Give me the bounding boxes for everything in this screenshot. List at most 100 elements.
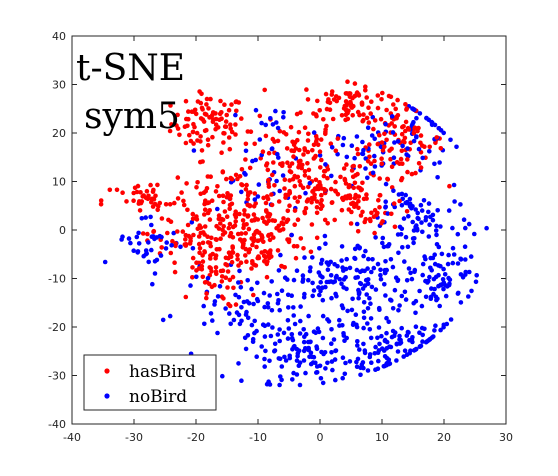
point-hasbird <box>236 263 241 268</box>
point-nobird <box>286 326 292 331</box>
point-hasbird <box>332 217 338 223</box>
point-hasbird <box>315 142 321 148</box>
point-hasbird <box>372 207 378 213</box>
point-hasbird <box>246 190 251 195</box>
point-hasbird <box>145 196 151 202</box>
point-hasbird <box>400 124 405 130</box>
point-hasbird <box>206 281 212 287</box>
point-nobird <box>461 217 467 222</box>
point-nobird <box>337 317 342 323</box>
point-nobird <box>445 261 451 267</box>
point-hasbird <box>345 79 350 84</box>
point-hasbird <box>230 274 236 280</box>
point-nobird <box>275 125 281 131</box>
y-tick-label: -10 <box>48 273 66 286</box>
point-nobird <box>355 275 361 280</box>
point-hasbird <box>404 209 410 214</box>
point-nobird <box>373 344 378 350</box>
point-hasbird <box>232 223 238 228</box>
point-nobird <box>245 315 251 321</box>
point-nobird <box>281 110 286 115</box>
point-hasbird <box>369 99 374 104</box>
point-hasbird <box>314 199 320 204</box>
point-nobird <box>386 243 391 249</box>
point-hasbird <box>312 195 317 201</box>
point-hasbird <box>378 116 384 122</box>
point-nobird <box>301 348 307 354</box>
point-nobird <box>424 115 429 121</box>
point-hasbird <box>272 183 277 188</box>
point-hasbird <box>403 128 408 134</box>
point-nobird <box>401 216 407 221</box>
point-nobird <box>357 280 363 286</box>
point-hasbird <box>279 263 284 269</box>
point-nobird <box>354 364 360 370</box>
point-hasbird <box>302 209 307 214</box>
point-hasbird <box>356 185 361 190</box>
point-hasbird <box>364 115 370 121</box>
point-nobird <box>302 255 307 260</box>
point-hasbird <box>282 186 287 191</box>
point-nobird <box>379 333 384 339</box>
point-nobird <box>119 237 124 242</box>
point-nobird <box>427 222 432 227</box>
point-nobird <box>463 257 468 262</box>
point-nobird <box>236 280 241 285</box>
point-nobird <box>220 373 225 379</box>
point-nobird <box>361 365 366 371</box>
point-hasbird <box>144 188 150 194</box>
point-hasbird <box>289 161 295 166</box>
point-nobird <box>383 121 388 127</box>
point-hasbird <box>379 161 385 166</box>
point-nobird <box>178 244 183 250</box>
point-nobird <box>326 319 332 324</box>
point-hasbird <box>204 295 209 301</box>
point-hasbird <box>243 253 248 258</box>
point-nobird <box>458 300 464 305</box>
point-nobird <box>223 306 228 311</box>
point-hasbird <box>197 89 202 94</box>
point-hasbird <box>339 113 345 118</box>
point-nobird <box>135 249 141 254</box>
point-hasbird <box>296 129 302 135</box>
point-nobird <box>407 201 413 206</box>
point-nobird <box>236 361 241 366</box>
point-hasbird <box>377 176 383 181</box>
point-hasbird <box>301 246 306 251</box>
point-hasbird <box>210 251 215 257</box>
point-nobird <box>452 199 457 204</box>
point-hasbird <box>222 102 227 107</box>
point-hasbird <box>280 221 285 226</box>
point-hasbird <box>272 218 278 224</box>
point-hasbird <box>264 261 270 267</box>
point-hasbird <box>322 217 328 223</box>
point-hasbird <box>306 131 311 137</box>
point-nobird <box>451 252 457 257</box>
point-hasbird <box>319 157 324 163</box>
point-nobird <box>372 164 378 169</box>
point-hasbird <box>249 266 254 271</box>
point-nobird <box>405 146 410 151</box>
point-nobird <box>384 346 390 351</box>
point-hasbird <box>214 247 220 252</box>
point-nobird <box>353 312 359 318</box>
point-hasbird <box>194 130 200 136</box>
point-hasbird <box>408 140 414 146</box>
point-nobird <box>249 286 254 292</box>
point-hasbird <box>181 202 187 208</box>
point-hasbird <box>375 141 381 147</box>
point-nobird <box>428 214 433 220</box>
point-hasbird <box>190 265 195 270</box>
point-hasbird <box>213 265 219 270</box>
point-nobird <box>289 232 295 238</box>
point-nobird <box>368 335 374 341</box>
point-nobird <box>295 353 300 359</box>
point-nobird <box>320 335 326 341</box>
point-nobird <box>414 115 419 121</box>
point-hasbird <box>388 94 394 100</box>
point-nobird <box>373 367 378 373</box>
point-hasbird <box>197 250 202 256</box>
point-nobird <box>329 145 335 150</box>
point-hasbird <box>333 148 339 154</box>
point-hasbird <box>212 282 217 288</box>
